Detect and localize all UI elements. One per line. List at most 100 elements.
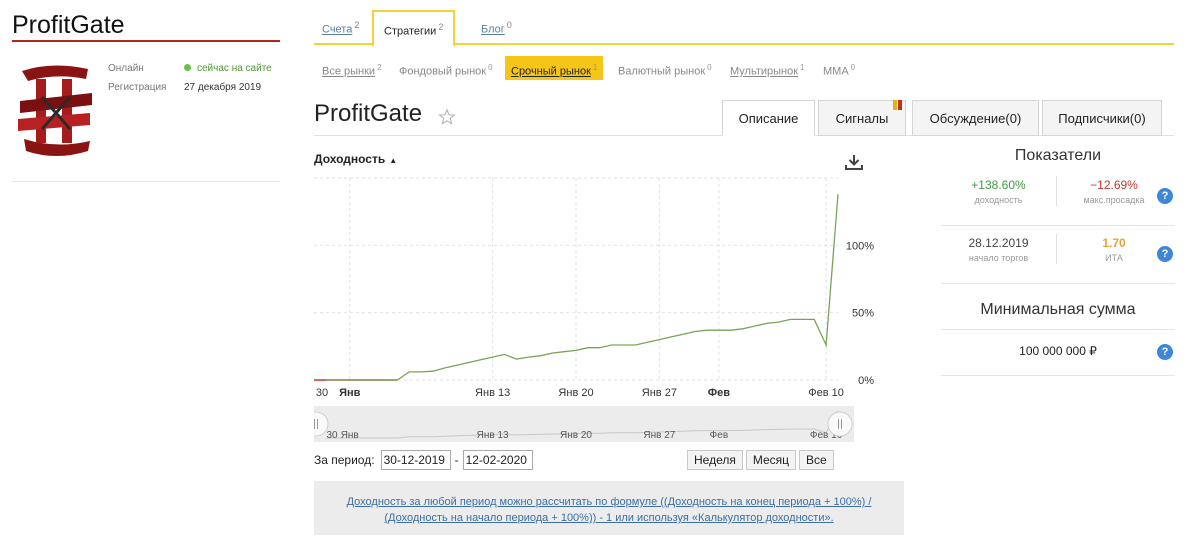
navigator-tick-label: Фев — [710, 430, 728, 441]
tab-blog-count: 0 — [506, 20, 512, 30]
profile-name: ProfitGate — [12, 0, 280, 42]
indicator-profit: +138.60% доходность — [941, 168, 1056, 225]
x-tick-label: 30 — [316, 387, 328, 399]
period-selector: За период: - — [314, 450, 533, 470]
profile-panel: ProfitGate Онлайн сейчас на сайте Регист… — [12, 0, 280, 182]
range-buttons: Неделя Месяц Все — [687, 450, 837, 470]
online-status: сейчас на сайте — [184, 63, 272, 74]
yield-formula-notice: Доходность за любой период можно рассчит… — [314, 481, 904, 535]
navigator-series — [325, 410, 839, 439]
market-multi[interactable]: Мультирынок 1 — [730, 56, 805, 80]
drawdown-value: −12.69% — [1090, 178, 1138, 192]
caret-up-icon: ▲ — [389, 156, 398, 165]
yield-chart[interactable]: 0%50%100%30 Янв Янв 13 Янв 20 Янв 27 Фев Фев 1… — [314, 170, 894, 446]
online-label: Онлайн — [108, 63, 144, 74]
registration-label: Регистрация — [108, 82, 167, 93]
strategy-title: ProfitGate — [314, 100, 423, 127]
tab-accounts-count: 2 — [354, 20, 360, 30]
series-line — [325, 194, 839, 381]
x-tick-label: Янв 13 — [475, 387, 510, 399]
navigator-tick-label: Фев 10 — [810, 430, 843, 441]
market-futures-label[interactable]: Срочный рынок — [511, 65, 591, 78]
profile-body: Онлайн сейчас на сайте Регистрация 27 де… — [12, 42, 280, 182]
navigator-tick-label: Янв 20 — [560, 430, 592, 441]
x-tick-label: Фев — [708, 387, 731, 399]
ita-value: 1.70 — [1102, 236, 1126, 250]
indicators-panel: Показатели +138.60% доходность −12.69% м… — [941, 136, 1175, 376]
tab-signals[interactable]: Сигналы — [818, 100, 906, 136]
indicator-row-start: 28.12.2019 начало торгов 1.70 ИТА ? — [941, 226, 1175, 284]
x-tick-label: Янв 27 — [642, 387, 677, 399]
y-tick-label: 50% — [852, 308, 874, 320]
drawdown-label: макс.просадка — [1083, 195, 1145, 205]
market-multi-label[interactable]: Мультирынок — [730, 65, 799, 78]
tab-subscribers[interactable]: Подписчики(0) — [1042, 100, 1162, 136]
indicators-title: Показатели — [1014, 147, 1102, 164]
ita-label: ИТА — [1105, 253, 1123, 263]
tab-accounts-label[interactable]: Счета — [322, 23, 353, 36]
min-sum-title: Минимальная сумма — [941, 288, 1175, 330]
period-to-input[interactable] — [462, 450, 533, 470]
top-tabs: Счета 2 Стратегии 2 Блог 0 — [314, 10, 1174, 47]
tab-accounts[interactable]: Счета 2 — [322, 10, 359, 45]
yield-formula-link[interactable]: Доходность за любой период можно рассчит… — [346, 496, 872, 524]
market-currency[interactable]: Валютный рынок 0 — [618, 56, 712, 80]
range-all-button[interactable]: Все — [799, 450, 834, 470]
avatar[interactable] — [12, 57, 98, 165]
tab-blog[interactable]: Блог 0 — [481, 10, 512, 45]
market-all-count: 2 — [377, 63, 382, 72]
navigator-right-handle[interactable] — [827, 411, 853, 437]
market-all[interactable]: Все рынки 2 — [322, 56, 382, 80]
period-dash: - — [454, 453, 459, 467]
tab-description[interactable]: Описание — [722, 100, 815, 136]
navigator-left-handle[interactable] — [314, 411, 329, 437]
period-from-input[interactable] — [380, 450, 451, 470]
market-mma-count: 0 — [850, 63, 856, 72]
help-circle-icon[interactable]: ? — [1157, 188, 1173, 204]
range-month-button[interactable]: Месяц — [745, 450, 797, 470]
indicator-start: 28.12.2019 начало торгов — [941, 226, 1056, 283]
help-circle-icon[interactable]: ? — [1157, 344, 1173, 360]
profit-label: доходность — [974, 195, 1023, 205]
range-week-button[interactable]: Неделя — [687, 450, 743, 470]
navigator-tick-label: 30 — [326, 430, 338, 441]
x-tick-label: Янв — [339, 387, 361, 399]
market-mma[interactable]: MMA 0 — [823, 56, 855, 80]
help-circle-icon[interactable]: ? — [1157, 246, 1173, 262]
star-outline-icon[interactable] — [438, 108, 456, 126]
profit-value: +138.60% — [971, 178, 1026, 192]
market-currency-label[interactable]: Валютный рынок — [618, 65, 706, 78]
period-label: За период: — [314, 453, 375, 467]
tab-blog-label[interactable]: Блог — [481, 23, 505, 36]
chart-title[interactable]: Доходность ▲ — [314, 152, 397, 166]
registration-row: Регистрация 27 декабря 2019 — [108, 78, 272, 97]
navigator-band — [314, 406, 854, 442]
x-tick-label: Фев 10 — [808, 387, 844, 399]
indicator-row-profit: +138.60% доходность −12.69% макс.просадк… — [941, 168, 1175, 226]
market-mma-label[interactable]: MMA — [823, 65, 849, 78]
online-dot-icon — [184, 64, 191, 71]
market-futures[interactable]: Срочный рынок 1 — [505, 56, 604, 80]
market-futures-count: 1 — [592, 63, 598, 72]
indicator-ita: 1.70 ИТА — [1056, 234, 1171, 264]
registration-value: 27 декабря 2019 — [184, 82, 262, 93]
market-stock-label[interactable]: Фондовый рынок — [399, 65, 487, 78]
download-icon[interactable] — [844, 154, 864, 170]
market-stock-count: 0 — [488, 63, 493, 72]
signal-flag-icon — [893, 100, 902, 110]
market-stock[interactable]: Фондовый рынок 0 — [399, 56, 493, 80]
min-sum-value: 100 000 000 ₽ — [1019, 344, 1097, 358]
market-all-label[interactable]: Все рынки — [322, 65, 376, 78]
min-sum-row: 100 000 000 ₽ ? — [941, 330, 1175, 376]
tab-strategies-count: 2 — [438, 22, 444, 32]
market-multi-count: 1 — [800, 63, 805, 72]
navigator-tick-label: Янв 13 — [477, 430, 509, 441]
chart-title-label[interactable]: Доходность — [314, 152, 386, 166]
y-tick-label: 0% — [858, 375, 874, 387]
tab-discussion[interactable]: Обсуждение(0) — [912, 100, 1039, 136]
start-label: начало торгов — [968, 253, 1029, 263]
tab-strategies-label[interactable]: Стратегии — [384, 25, 437, 38]
profile-meta: Онлайн сейчас на сайте Регистрация 27 де… — [108, 59, 272, 181]
tab-signals-label[interactable]: Сигналы — [835, 111, 889, 126]
tab-strategies[interactable]: Стратегии 2 — [372, 10, 456, 47]
